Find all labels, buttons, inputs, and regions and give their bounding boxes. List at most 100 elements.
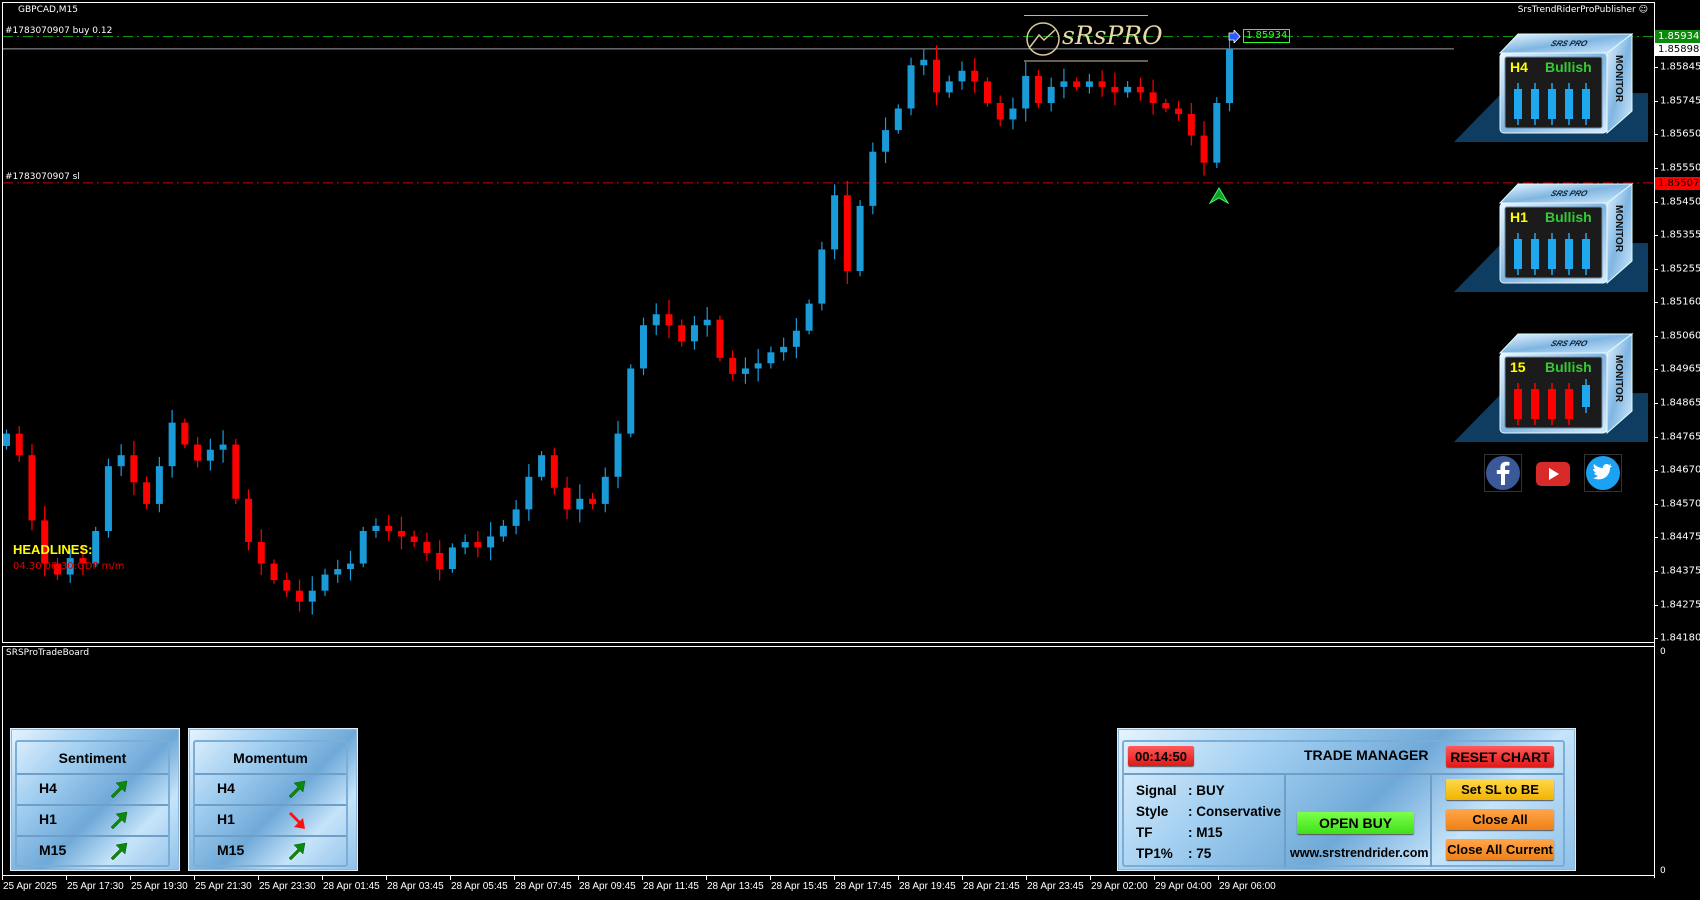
time-label: 28 Apr 23:45	[1027, 881, 1084, 892]
candle-body	[716, 319, 724, 358]
info-key: TP1%	[1136, 846, 1173, 861]
candle	[474, 530, 482, 558]
price-tick	[1654, 67, 1658, 68]
candle	[372, 518, 380, 538]
close-all-current-button[interactable]: Close All Current	[1446, 839, 1554, 860]
candle-body	[130, 455, 138, 483]
time-tick	[706, 876, 707, 880]
time-tick	[642, 876, 643, 880]
candle-body	[474, 541, 482, 548]
facebook-icon[interactable]	[1484, 454, 1522, 492]
candle-body	[372, 525, 380, 531]
buy-price-axis-tag: 1.85934	[1655, 30, 1700, 43]
candle	[754, 348, 762, 382]
time-label: 28 Apr 05:45	[451, 881, 508, 892]
candle	[321, 568, 329, 596]
monitor-brand: SRS PRO	[1550, 189, 1590, 198]
twitter-icon[interactable]	[1584, 454, 1622, 492]
price-label: 1.84865	[1660, 397, 1700, 409]
candle-body	[805, 303, 813, 331]
candle-body	[436, 552, 444, 570]
time-label: 28 Apr 21:45	[963, 881, 1020, 892]
mini-candle-bear	[1548, 389, 1556, 419]
candle-body	[1124, 86, 1132, 93]
candle-body	[1136, 86, 1144, 93]
time-tick	[514, 876, 515, 880]
open-buy-button[interactable]: OPEN BUY	[1297, 812, 1414, 834]
candle-body	[155, 466, 163, 504]
candle-body	[792, 330, 800, 347]
mini-candle-bull	[1548, 89, 1556, 119]
time-label: 25 Apr 19:30	[131, 881, 188, 892]
candle-body	[1149, 92, 1157, 104]
buy-signal-arrow-icon	[1208, 187, 1230, 205]
time-tick	[194, 876, 195, 880]
arrow-down-icon	[289, 812, 305, 829]
time-label: 28 Apr 07:45	[515, 881, 572, 892]
main-chart-window[interactable]	[2, 2, 1654, 643]
candle-body	[627, 368, 635, 434]
sentiment-title: Sentiment	[58, 750, 127, 766]
candle-body	[92, 530, 100, 564]
time-tick	[450, 876, 451, 880]
arrow-up-icon	[288, 842, 306, 861]
candle-body	[117, 455, 125, 467]
headlines-title: HEADLINES:	[13, 542, 93, 557]
candle-body	[907, 65, 915, 109]
time-tick	[130, 876, 131, 880]
mini-candle-bull	[1548, 239, 1556, 269]
reset-chart-button[interactable]: RESET CHART	[1446, 746, 1554, 767]
price-tick	[1654, 301, 1658, 303]
candle-body	[423, 541, 431, 553]
sentiment-row: H4	[17, 773, 168, 804]
candle-body	[168, 422, 176, 467]
price-label: 1.85355	[1660, 229, 1700, 241]
price-label: 1.85450	[1660, 196, 1700, 208]
candle-body	[958, 70, 966, 82]
candle-body	[1226, 48, 1234, 104]
candle	[729, 350, 737, 381]
candle	[257, 529, 265, 575]
candle	[1022, 61, 1030, 122]
candle	[1034, 70, 1042, 109]
candle-body	[308, 590, 316, 602]
candle-body	[1175, 108, 1183, 114]
momentum-panel: Momentum H4 H1 M15	[188, 728, 358, 871]
candle-body	[652, 314, 660, 326]
candle-body	[1060, 81, 1068, 87]
publisher-label: SrsTrendRiderProPublisher ☺	[1518, 5, 1648, 15]
candlestick-chart[interactable]	[0, 0, 1654, 642]
candle	[296, 579, 304, 612]
time-tick	[834, 876, 835, 880]
youtube-icon[interactable]	[1535, 460, 1571, 488]
candle	[499, 520, 507, 542]
candle-body	[397, 530, 405, 537]
candle	[703, 307, 711, 337]
candle-body	[1047, 86, 1055, 104]
time-label: 25 Apr 17:30	[67, 881, 124, 892]
headline-item[interactable]: 04.30 08:30:GDP m/m	[13, 561, 125, 572]
price-label: 1.85160	[1660, 296, 1700, 308]
buy-arrow-icon	[1228, 30, 1241, 43]
website-link[interactable]: www.srstrendrider.com	[1290, 846, 1429, 860]
close-all-button[interactable]: Close All	[1446, 809, 1554, 830]
subwindow-axis-top: 0	[1660, 647, 1666, 657]
candle	[640, 317, 647, 376]
candle-body	[971, 70, 979, 82]
info-key: Style	[1136, 804, 1169, 819]
candle	[206, 438, 214, 471]
candle-body	[448, 547, 456, 570]
candle-body	[754, 363, 762, 369]
price-label: 1.84180	[1660, 632, 1700, 644]
mini-candle-bull	[1582, 385, 1590, 407]
set-sl-to-be-button[interactable]: Set SL to BE	[1446, 779, 1554, 800]
time-label: 28 Apr 15:45	[771, 881, 828, 892]
candle	[461, 534, 469, 555]
candle	[652, 303, 660, 336]
candle	[219, 430, 227, 463]
time-tick	[1026, 876, 1027, 880]
indicator-subwindow[interactable]	[2, 646, 1654, 876]
price-tick	[1654, 504, 1658, 506]
candle	[1073, 77, 1081, 91]
price-label: 1.85650	[1660, 128, 1700, 140]
